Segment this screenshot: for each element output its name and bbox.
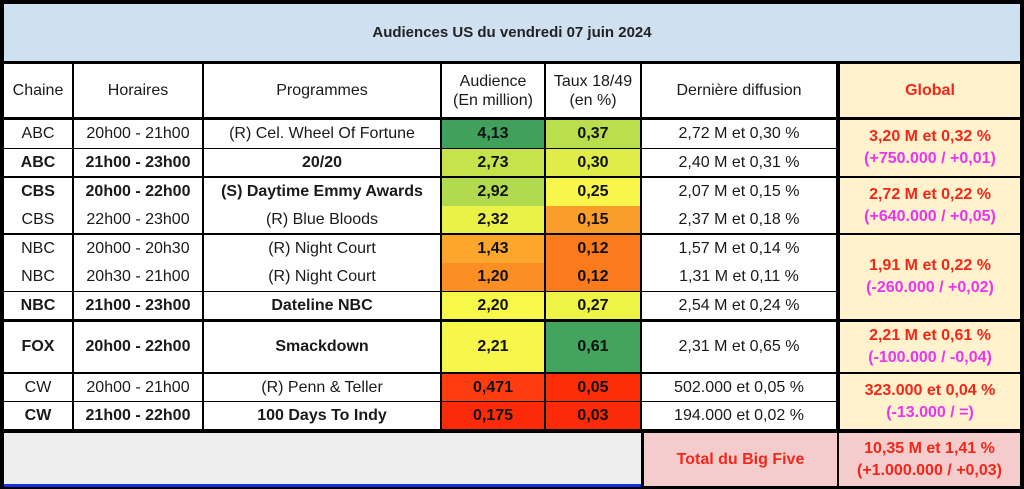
global-delta: (+750.000 / +0,01) [864, 150, 996, 167]
header-audience-line2: (En million) [452, 91, 533, 109]
cell-taux: 0,12 [546, 263, 640, 291]
global-value: 323.000 et 0,04 % [864, 381, 996, 399]
total-value-cell: 10,35 M et 1,41 % (+1.000.000 / +0,03) [839, 433, 1020, 486]
header-taux: Taux 18/49 (en %) [546, 64, 640, 117]
empty-footer-cell [4, 433, 641, 484]
cell-horaires: 21h00 - 23h00 [74, 292, 202, 319]
global-value: 3,20 M et 0,32 % [869, 128, 991, 145]
total-delta: (+1.000.000 / +0,03) [857, 461, 1002, 479]
cell-audience: 0,175 [442, 402, 544, 429]
total-value: 10,35 M et 1,41 % [864, 439, 995, 457]
cell-programme: (R) Night Court [204, 263, 440, 291]
global-value: 1,91 M et 0,22 % [869, 257, 991, 274]
cell-derniere-diffusion: 2,31 M et 0,65 % [642, 322, 836, 372]
cell-programme: Dateline NBC [204, 292, 440, 319]
global-cell-cw: 323.000 et 0,04 % (-13.000 / =) [840, 374, 1020, 429]
cell-taux: 0,12 [546, 235, 640, 263]
header-taux-line2: (en %) [569, 91, 617, 109]
global-cell-fox: 2,21 M et 0,61 % (-100.000 / -0,04) [840, 322, 1020, 372]
cell-audience: 2,32 [442, 206, 544, 233]
cell-derniere-diffusion: 502.000 et 0,05 % [642, 374, 836, 401]
cell-derniere-diffusion: 2,40 M et 0,31 % [642, 149, 836, 176]
cell-derniere-diffusion: 2,37 M et 0,18 % [642, 206, 836, 233]
cell-audience: 2,73 [442, 149, 544, 176]
cell-taux: 0,15 [546, 206, 640, 233]
cell-audience: 0,471 [442, 374, 544, 401]
header-global: Global [840, 64, 1020, 117]
cell-taux: 0,25 [546, 178, 640, 206]
global-delta: (-100.000 / -0,04) [868, 349, 992, 366]
total-label: Total du Big Five [644, 433, 837, 486]
cell-derniere-diffusion: 2,07 M et 0,15 % [642, 178, 836, 206]
cell-chaine: NBC [4, 263, 72, 291]
global-value: 2,21 M et 0,61 % [869, 327, 991, 344]
header-derniere-diffusion: Dernière diffusion [642, 64, 836, 117]
cell-chaine: ABC [4, 120, 72, 148]
header-programmes: Programmes [204, 64, 440, 117]
cell-programme: (R) Blue Bloods [204, 206, 440, 233]
cell-chaine: FOX [4, 322, 72, 372]
cell-chaine: NBC [4, 292, 72, 319]
cell-chaine: CW [4, 402, 72, 429]
cell-chaine: ABC [4, 149, 72, 176]
cell-programme: Smackdown [204, 322, 440, 372]
header-horaires: Horaires [74, 64, 202, 117]
cell-horaires: 22h00 - 23h00 [74, 206, 202, 233]
global-delta: (+640.000 / +0,05) [864, 207, 996, 225]
cell-horaires: 20h00 - 20h30 [74, 235, 202, 263]
header-taux-line1: Taux 18/49 [553, 72, 633, 90]
global-cell-cbs: 2,72 M et 0,22 % (+640.000 / +0,05) [840, 178, 1020, 233]
cell-horaires: 20h00 - 22h00 [74, 322, 202, 372]
cell-horaires: 20h00 - 21h00 [74, 374, 202, 401]
cell-horaires: 20h00 - 22h00 [74, 178, 202, 206]
cell-horaires: 20h00 - 21h00 [74, 120, 202, 148]
cell-audience: 2,20 [442, 292, 544, 319]
cell-taux: 0,61 [546, 322, 640, 372]
global-cell-abc: 3,20 M et 0,32 % (+750.000 / +0,01) [840, 120, 1020, 176]
cell-audience: 4,13 [442, 120, 544, 148]
selection-border [4, 484, 641, 487]
cell-taux: 0,03 [546, 402, 640, 429]
header-audience: Audience (En million) [442, 64, 544, 117]
cell-chaine: CBS [4, 178, 72, 206]
cell-derniere-diffusion: 2,72 M et 0,30 % [642, 120, 836, 148]
header-audience-line1: Audience [459, 72, 527, 90]
cell-horaires: 20h30 - 21h00 [74, 263, 202, 291]
table-title: Audiences US du vendredi 07 juin 2024 [4, 4, 1020, 61]
global-cell-nbc: 1,91 M et 0,22 % (-260.000 / +0,02) [840, 235, 1020, 319]
cell-chaine: NBC [4, 235, 72, 263]
cell-chaine: CW [4, 374, 72, 401]
cell-audience: 2,21 [442, 322, 544, 372]
cell-programme: (R) Penn & Teller [204, 374, 440, 401]
global-value: 2,72 M et 0,22 % [869, 185, 991, 203]
global-delta: (-260.000 / +0,02) [866, 279, 994, 296]
cell-horaires: 21h00 - 23h00 [74, 149, 202, 176]
cell-programme: 20/20 [204, 149, 440, 176]
cell-taux: 0,05 [546, 374, 640, 401]
cell-programme: 100 Days To Indy [204, 402, 440, 429]
header-chaine: Chaine [4, 64, 72, 117]
cell-derniere-diffusion: 194.000 et 0,02 % [642, 402, 836, 429]
cell-audience: 1,20 [442, 263, 544, 291]
cell-taux: 0,37 [546, 120, 640, 148]
cell-chaine: CBS [4, 206, 72, 233]
cell-taux: 0,30 [546, 149, 640, 176]
cell-programme: (S) Daytime Emmy Awards [204, 178, 440, 206]
cell-taux: 0,27 [546, 292, 640, 319]
cell-audience: 2,92 [442, 178, 544, 206]
cell-audience: 1,43 [442, 235, 544, 263]
cell-programme: (R) Cel. Wheel Of Fortune [204, 120, 440, 148]
cell-programme: (R) Night Court [204, 235, 440, 263]
cell-derniere-diffusion: 1,31 M et 0,11 % [642, 263, 836, 291]
cell-derniere-diffusion: 2,54 M et 0,24 % [642, 292, 836, 319]
cell-derniere-diffusion: 1,57 M et 0,14 % [642, 235, 836, 263]
global-delta: (-13.000 / =) [886, 403, 974, 421]
cell-horaires: 21h00 - 22h00 [74, 402, 202, 429]
